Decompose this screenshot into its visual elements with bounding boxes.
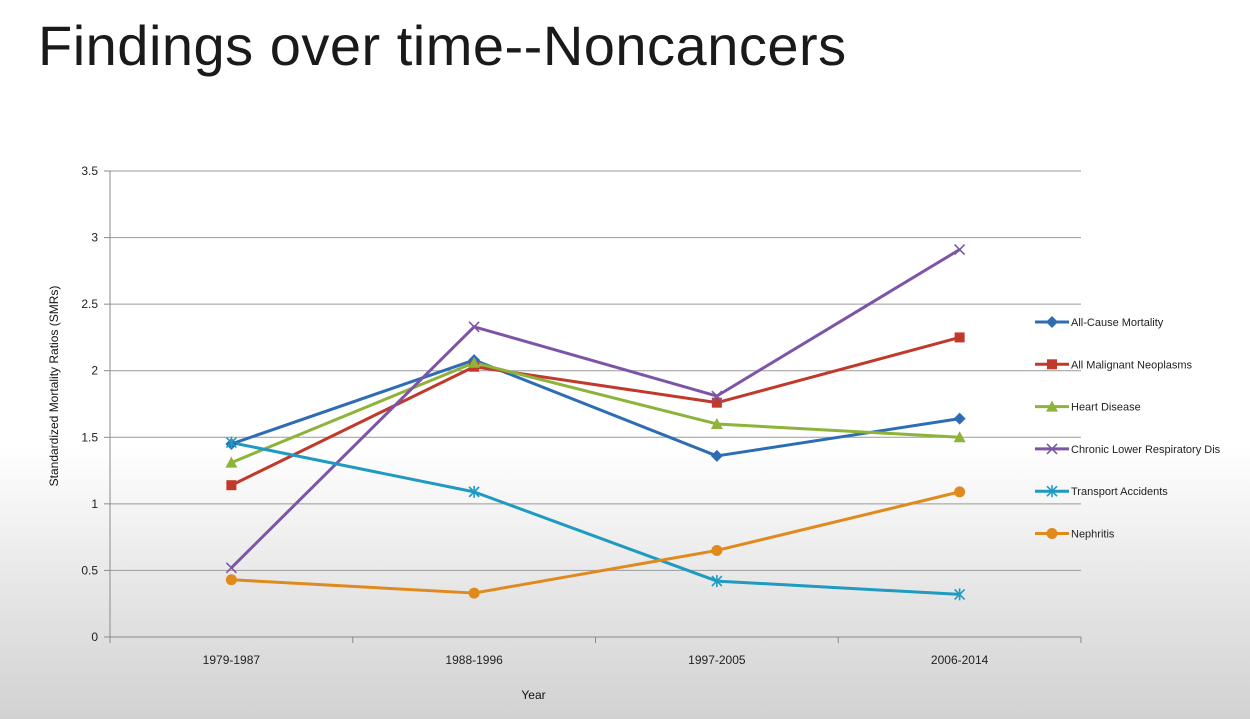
y-tick-label: 1.5 [81,430,98,444]
legend-label: All Malignant Neoplasms [1071,359,1193,371]
series-line-0 [230,358,960,458]
data-point [711,544,723,556]
data-point [225,562,237,574]
data-point [711,397,722,408]
series-line-3 [230,248,961,569]
y-tick-label: 2 [91,364,98,378]
legend-label: Transport Accidents [1071,486,1168,498]
legend-item: All-Cause Mortality [1035,316,1164,329]
x-tick-label: 1979-1987 [203,653,261,667]
data-point [711,575,723,588]
series-line-5 [231,490,960,595]
data-point [954,486,966,498]
legend-label: Chronic Lower Respiratory Dis [1071,444,1221,456]
legend-marker [1046,316,1058,328]
y-tick-label: 0.5 [81,563,98,577]
data-point [953,431,966,443]
y-tick-label: 1 [91,497,98,511]
series-line-2 [230,361,960,464]
legend-item: Transport Accidents [1035,485,1168,498]
slide-title: Findings over time--Noncancers [38,14,847,77]
data-point [468,321,480,333]
data-point [225,456,238,468]
y-axis-title: Standardized Mortality Ratios (SMRs) [47,286,61,487]
y-tick-label: 3.5 [81,164,98,178]
y-tick-label: 0 [91,630,98,644]
data-point [954,332,965,343]
axes: 0 0.5 1 1.5 2 2.5 3 3.5 1979-1987 1988-1996 1997-2… [81,164,1082,667]
data-point [468,356,481,368]
series-line-4 [231,441,960,596]
data-point [468,587,480,599]
x-tick-label: 1988-1996 [445,653,503,667]
y-tick-label: 2.5 [81,297,98,311]
legend-label: Heart Disease [1071,402,1141,414]
data-point [710,417,723,429]
gridlines [110,170,1081,638]
data-point [225,574,237,586]
legend-marker [1046,528,1058,539]
x-tick-label: 2006-2014 [931,653,989,667]
legend-marker [1046,443,1058,455]
legend-item: Chronic Lower Respiratory Dis [1035,443,1221,456]
legend-label: Nephritis [1071,529,1115,541]
data-point [953,412,966,425]
legend-item: Nephritis [1035,528,1115,541]
data-point [954,588,966,601]
series-lines [225,243,966,601]
legend-marker [1047,359,1057,370]
x-axis-title: Year [521,688,545,702]
legend-item: All Malignant Neoplasms [1035,359,1193,371]
legend-label: All-Cause Mortality [1071,317,1164,329]
data-point [710,449,723,462]
data-point [226,480,237,491]
legend: All-Cause Mortality All Malignant Neoplas… [1035,316,1221,541]
legend-marker [1046,400,1058,412]
data-point [468,485,480,498]
legend-marker [1046,485,1058,498]
y-tick-label: 3 [91,231,98,245]
x-tick-label: 1997-2005 [688,653,746,667]
data-point [954,243,966,256]
data-point [711,390,723,402]
legend-item: Heart Disease [1035,400,1141,414]
data-point [225,436,237,449]
series-line-1 [230,335,961,487]
